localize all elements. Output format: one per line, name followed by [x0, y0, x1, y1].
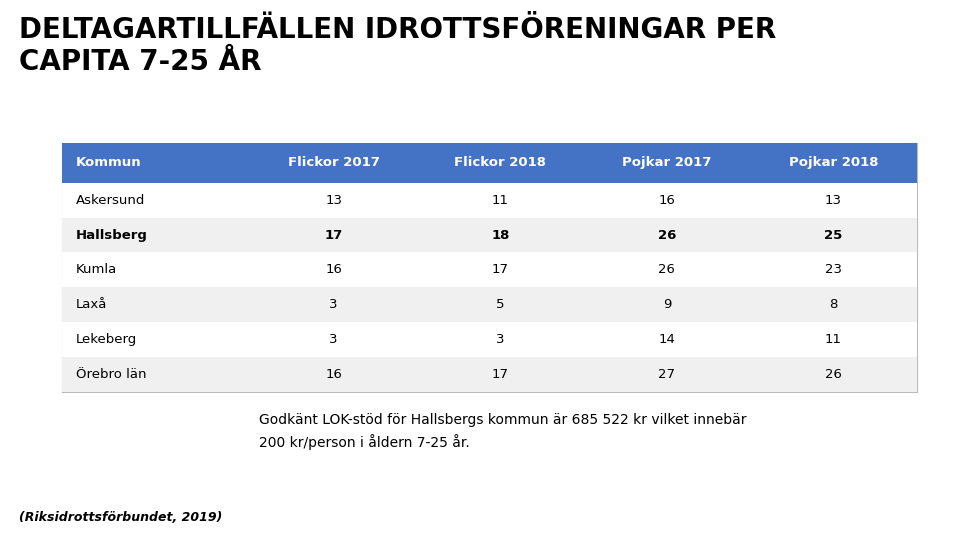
- Text: Pojkar 2018: Pojkar 2018: [789, 157, 878, 170]
- Text: 11: 11: [825, 333, 842, 346]
- Text: 26: 26: [825, 368, 842, 381]
- Text: Pojkar 2017: Pojkar 2017: [622, 157, 711, 170]
- Text: Askersund: Askersund: [76, 194, 145, 207]
- Text: 13: 13: [325, 194, 342, 207]
- Text: 23: 23: [825, 264, 842, 276]
- Text: 17: 17: [492, 264, 509, 276]
- Text: DELTAGARTILLFÄLLEN IDROTTSFÖRENINGAR PER
CAPITA 7-25 ÅR: DELTAGARTILLFÄLLEN IDROTTSFÖRENINGAR PER…: [19, 16, 777, 76]
- Text: 17: 17: [324, 228, 343, 241]
- Text: 16: 16: [325, 264, 342, 276]
- Text: Flickor 2017: Flickor 2017: [288, 157, 379, 170]
- Text: Godkänt LOK-stöd för Hallsbergs kommun är 685 522 kr vilket innebär
200 kr/perso: Godkänt LOK-stöd för Hallsbergs kommun ä…: [259, 413, 747, 449]
- Text: Lekeberg: Lekeberg: [76, 333, 137, 346]
- Text: Flickor 2018: Flickor 2018: [454, 157, 546, 170]
- Text: 18: 18: [492, 228, 510, 241]
- Text: 14: 14: [659, 333, 675, 346]
- Text: 8: 8: [829, 298, 838, 311]
- Text: 5: 5: [496, 298, 505, 311]
- Text: Hallsberg: Hallsberg: [76, 228, 148, 241]
- Text: 3: 3: [329, 333, 338, 346]
- Text: 13: 13: [825, 194, 842, 207]
- Text: 3: 3: [329, 298, 338, 311]
- Text: Kumla: Kumla: [76, 264, 117, 276]
- Text: 16: 16: [325, 368, 342, 381]
- Text: (Riksidrottsförbundet, 2019): (Riksidrottsförbundet, 2019): [19, 511, 223, 524]
- Text: 25: 25: [825, 228, 843, 241]
- Text: 17: 17: [492, 368, 509, 381]
- Text: 9: 9: [662, 298, 671, 311]
- Text: 26: 26: [658, 228, 676, 241]
- Text: Örebro län: Örebro län: [76, 368, 146, 381]
- Text: Laxå: Laxå: [76, 298, 107, 311]
- Text: 16: 16: [659, 194, 675, 207]
- Text: 11: 11: [492, 194, 509, 207]
- Text: Kommun: Kommun: [76, 157, 141, 170]
- Text: 27: 27: [659, 368, 676, 381]
- Text: 3: 3: [496, 333, 505, 346]
- Text: 26: 26: [659, 264, 675, 276]
